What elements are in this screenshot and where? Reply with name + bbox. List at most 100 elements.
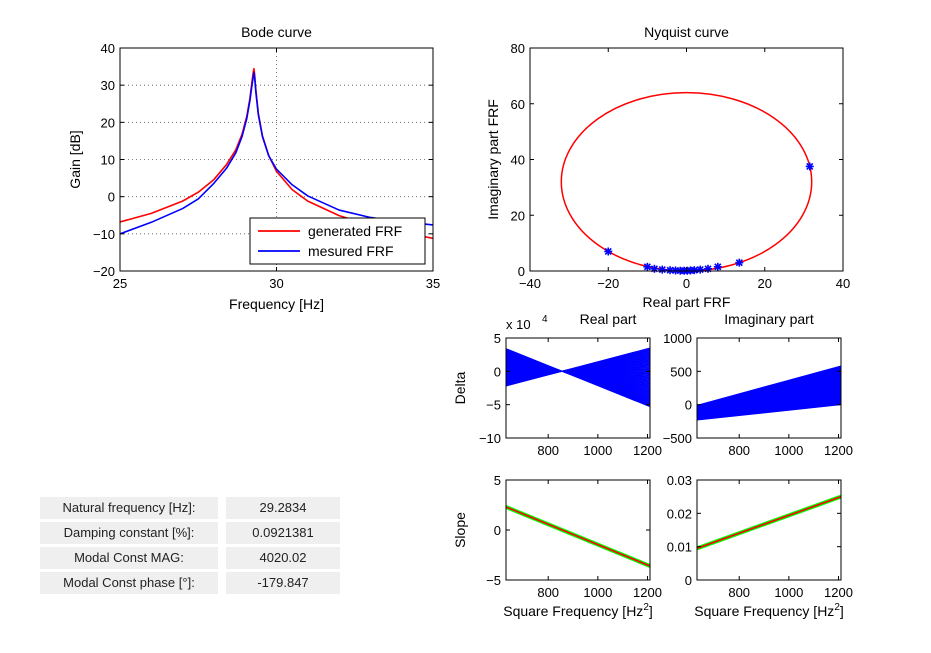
- y-tick-label: −20: [93, 264, 115, 279]
- y-tick-label: 0.02: [667, 506, 692, 521]
- y-tick-label: −10: [479, 431, 501, 446]
- x-tick-label: 1200: [824, 443, 853, 458]
- y-tick-label: 30: [101, 78, 115, 93]
- exponent-sup: 4: [542, 314, 548, 325]
- x-tick-label: 1200: [633, 585, 662, 600]
- nyquist-chart: −40 −20 0 20 40 0 20 40 60 80 Nyquist curve Real pa…: [485, 24, 850, 310]
- info-value: 0.0921381: [226, 522, 340, 544]
- chart-title: Imaginary part: [724, 311, 814, 327]
- data-point: [735, 258, 744, 267]
- x-tick-label: 35: [426, 276, 440, 291]
- slope-imag-chart: 800 1000 1200 0 0.01 0.02 0.03 Square Frequency…: [667, 473, 853, 619]
- data-point: [805, 162, 814, 171]
- info-label: Modal Const MAG:: [40, 547, 218, 569]
- y-tick-label: 20: [511, 208, 525, 223]
- x-tick-label: 30: [269, 276, 283, 291]
- x-tick-label: 800: [537, 585, 559, 600]
- legend-entry: generated FRF: [308, 223, 402, 239]
- plot-content: [697, 494, 841, 551]
- chart-title: Bode curve: [241, 24, 312, 40]
- x-tick-label: 1000: [774, 585, 803, 600]
- series-line-1: [697, 495, 841, 550]
- info-row-modal-const-mag: Modal Const MAG: 4020.02: [40, 547, 340, 569]
- y-tick-label: 0: [494, 523, 501, 538]
- plot-content: [506, 505, 650, 568]
- y-tick-label: 40: [101, 41, 115, 56]
- x-tick-label: −40: [519, 276, 541, 291]
- y-tick-label: 5: [494, 473, 501, 488]
- data-point: [671, 266, 680, 275]
- data-point: [604, 247, 613, 256]
- y-axis-label: Gain [dB]: [67, 130, 83, 188]
- y-tick-label: 0: [494, 364, 501, 379]
- modal-info-panel: Natural frequency [Hz]: 29.2834 Damping …: [40, 497, 340, 594]
- axes-frame: [696, 337, 842, 439]
- plot-content: [560, 91, 813, 271]
- y-tick-label: −500: [663, 431, 692, 446]
- y-axis-label: Imaginary part FRF: [485, 99, 501, 220]
- data-point: [643, 262, 652, 271]
- series-line-1: [120, 71, 433, 235]
- data-point: [704, 264, 713, 273]
- info-label: Modal Const phase [°]:: [40, 572, 218, 594]
- x-tick-label: 0: [683, 276, 690, 291]
- y-tick-label: 0.01: [667, 540, 692, 555]
- delta-imag-chart: 800 1000 1200 −500 0 500 1000 Imaginary part: [663, 311, 853, 458]
- x-tick-label: −20: [597, 276, 619, 291]
- y-tick-label: 0: [518, 264, 525, 279]
- x-axis-label: Real part FRF: [643, 294, 731, 310]
- axes-frame: [696, 479, 842, 581]
- legend: generated FRF mesured FRF: [249, 217, 426, 265]
- x-axis-label: Frequency [Hz]: [229, 296, 324, 312]
- data-point: [666, 266, 675, 275]
- legend-entry: mesured FRF: [308, 243, 394, 259]
- plot-area: [697, 480, 841, 580]
- fan-lines: [506, 347, 650, 408]
- x-tick-label: 20: [758, 276, 772, 291]
- y-tick-label: 5: [494, 331, 501, 346]
- y-tick-label: 80: [511, 41, 525, 56]
- y-tick-label: −5: [486, 573, 501, 588]
- y-tick-label: 0: [685, 398, 692, 413]
- data-point: [650, 264, 659, 273]
- x-tick-label: 25: [113, 276, 127, 291]
- info-value: 4020.02: [226, 547, 340, 569]
- x-tick-label: 800: [728, 585, 750, 600]
- y-tick-label: 40: [511, 153, 525, 168]
- x-tick-label: 40: [836, 276, 850, 291]
- x-tick-label: 1000: [774, 443, 803, 458]
- series-line-1: [506, 506, 650, 567]
- y-tick-label: 0: [685, 573, 692, 588]
- y-tick-label: 0: [108, 190, 115, 205]
- nyquist-circle: [560, 91, 813, 271]
- y-tick-label: −5: [486, 398, 501, 413]
- x-axis-label: Square Frequency [Hz2]: [503, 602, 653, 619]
- info-label: Damping constant [%]:: [40, 522, 218, 544]
- info-row-modal-const-phase: Modal Const phase [°]: -179.847: [40, 572, 340, 594]
- y-tick-label: 500: [670, 364, 692, 379]
- info-row-damping-constant: Damping constant [%]: 0.0921381: [40, 522, 340, 544]
- plot-area: [530, 48, 843, 271]
- axes-frame: [505, 337, 651, 439]
- plot-content: [120, 68, 433, 240]
- info-row-natural-frequency: Natural frequency [Hz]: 29.2834: [40, 497, 340, 519]
- exponent-label: x 10: [506, 317, 531, 332]
- y-axis-label: Delta: [452, 371, 468, 404]
- series-line-0: [120, 68, 433, 240]
- data-point: [713, 262, 722, 271]
- y-tick-label: 0.03: [667, 473, 692, 488]
- y-tick-label: 20: [101, 115, 115, 130]
- y-axis-label: Slope: [452, 512, 468, 548]
- x-tick-label: 1000: [583, 443, 612, 458]
- plot-area: [506, 480, 650, 580]
- slope-real-chart: 800 1000 1200 −5 0 5 Square Frequency [Hz2] Slo…: [452, 473, 662, 619]
- x-tick-label: 800: [537, 443, 559, 458]
- x-tick-label: 1200: [824, 585, 853, 600]
- y-tick-label: 1000: [663, 331, 692, 346]
- y-tick-label: −10: [93, 227, 115, 242]
- chart-title: Real part: [580, 311, 637, 327]
- info-value: -179.847: [226, 572, 340, 594]
- delta-real-chart: 800 1000 1200 −10 −5 0 5 Real part x 10 4 Delta: [452, 311, 662, 458]
- info-value: 29.2834: [226, 497, 340, 519]
